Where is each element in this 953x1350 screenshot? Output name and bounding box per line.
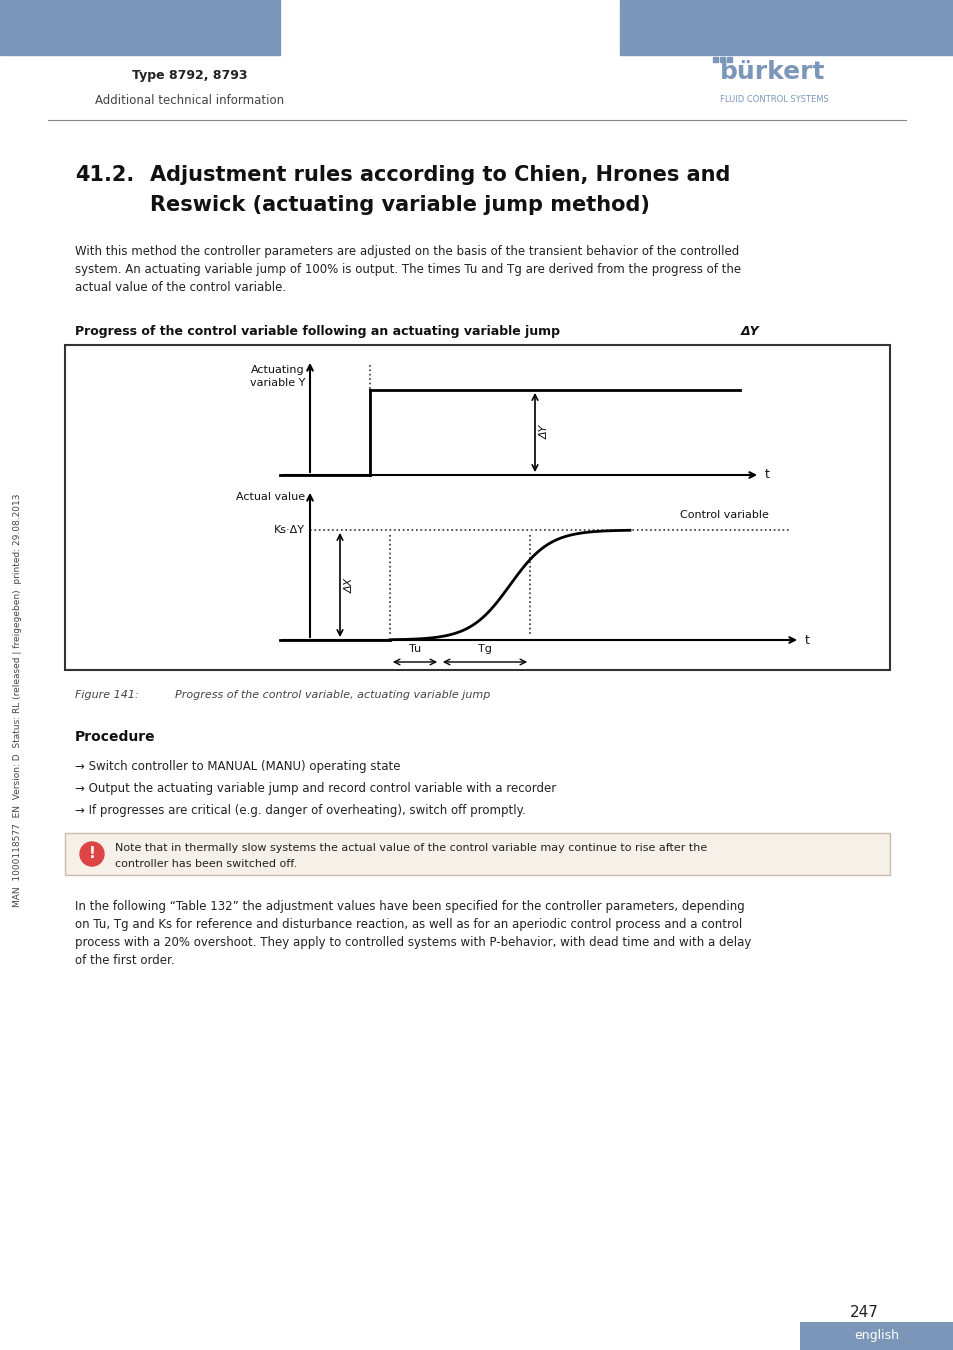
Text: ΔX: ΔX — [345, 578, 355, 593]
Text: process with a 20% overshoot. They apply to controlled systems with P-behavior, : process with a 20% overshoot. They apply… — [75, 936, 751, 949]
Text: FLUID CONTROL SYSTEMS: FLUID CONTROL SYSTEMS — [720, 96, 828, 104]
Text: MAN  1000118577  EN  Version: D  Status: RL (released | freigegeben)  printed: 2: MAN 1000118577 EN Version: D Status: RL … — [13, 493, 23, 907]
Text: variable Y: variable Y — [250, 378, 305, 387]
Text: system. An actuating variable jump of 100% is output. The times Tu and Tg are de: system. An actuating variable jump of 10… — [75, 263, 740, 275]
Text: Adjustment rules according to Chien, Hrones and: Adjustment rules according to Chien, Hro… — [150, 165, 730, 185]
Text: → Output the actuating variable jump and record control variable with a recorder: → Output the actuating variable jump and… — [75, 782, 556, 795]
Bar — [712, 57, 718, 62]
Text: !: ! — [89, 846, 95, 861]
Text: ΔY: ΔY — [740, 325, 759, 338]
Text: bürkert: bürkert — [720, 59, 824, 84]
Text: Additional technical information: Additional technical information — [95, 93, 284, 107]
Bar — [619, 0, 953, 55]
Bar — [800, 1322, 953, 1350]
Text: 247: 247 — [849, 1305, 878, 1320]
Text: Control variable: Control variable — [679, 510, 768, 520]
Text: Progress of the control variable, actuating variable jump: Progress of the control variable, actuat… — [174, 690, 490, 701]
Text: In the following “Table 132” the adjustment values have been specified for the c: In the following “Table 132” the adjustm… — [75, 900, 744, 913]
Text: Figure 141:: Figure 141: — [75, 690, 138, 701]
Text: t: t — [764, 468, 769, 482]
Text: Tu: Tu — [409, 644, 420, 653]
Text: Ks·ΔY: Ks·ΔY — [274, 525, 305, 535]
Text: 41.2.: 41.2. — [75, 165, 134, 185]
Text: actual value of the control variable.: actual value of the control variable. — [75, 281, 286, 294]
Text: english: english — [854, 1330, 899, 1342]
Text: → Switch controller to MANUAL (MANU) operating state: → Switch controller to MANUAL (MANU) ope… — [75, 760, 400, 774]
Bar — [0, 0, 280, 55]
Text: on Tu, Tg and Ks for reference and disturbance reaction, as well as for an aperi: on Tu, Tg and Ks for reference and distu… — [75, 918, 741, 932]
Circle shape — [80, 842, 104, 865]
Bar — [65, 346, 889, 670]
Text: Actual value: Actual value — [235, 491, 305, 502]
Text: t: t — [804, 633, 809, 647]
Bar — [65, 833, 889, 875]
Text: Type 8792, 8793: Type 8792, 8793 — [132, 69, 248, 81]
Text: Procedure: Procedure — [75, 730, 155, 744]
Text: controller has been switched off.: controller has been switched off. — [115, 859, 296, 869]
Bar — [726, 57, 731, 62]
Text: Reswick (actuating variable jump method): Reswick (actuating variable jump method) — [150, 194, 649, 215]
Bar — [720, 57, 724, 62]
Text: ΔY: ΔY — [539, 425, 550, 439]
Text: Actuating: Actuating — [251, 364, 305, 375]
Text: Progress of the control variable following an actuating variable jump: Progress of the control variable followi… — [75, 325, 564, 338]
Text: Note that in thermally slow systems the actual value of the control variable may: Note that in thermally slow systems the … — [115, 842, 706, 853]
Text: of the first order.: of the first order. — [75, 954, 174, 967]
Text: With this method the controller parameters are adjusted on the basis of the tran: With this method the controller paramete… — [75, 244, 739, 258]
Text: → If progresses are critical (e.g. danger of overheating), switch off promptly.: → If progresses are critical (e.g. dange… — [75, 805, 525, 817]
Text: Tg: Tg — [477, 644, 492, 653]
